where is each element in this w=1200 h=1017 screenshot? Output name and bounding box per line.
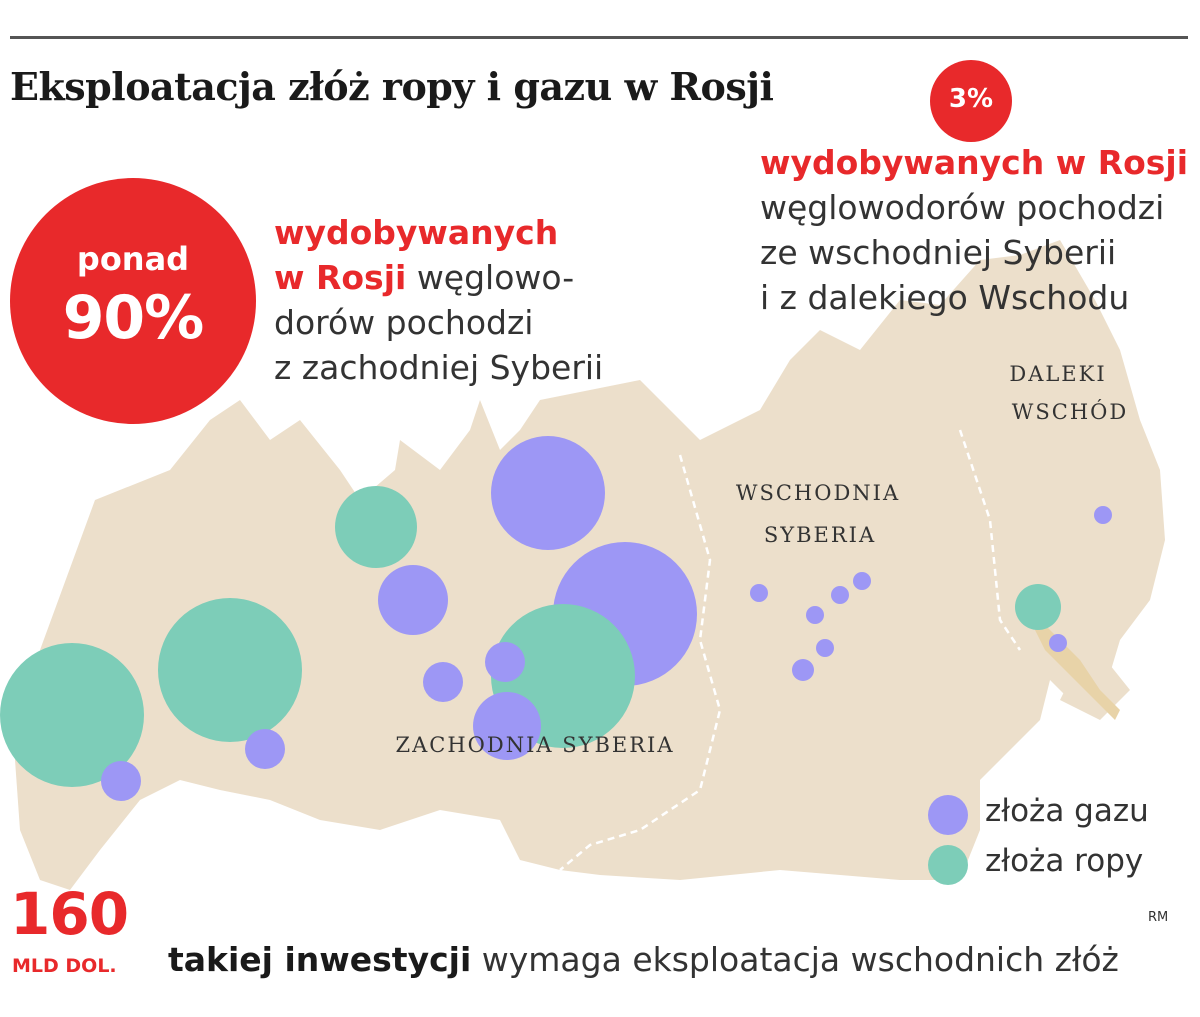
- east-percent-value: 3%: [948, 84, 994, 114]
- gas-deposit: [792, 659, 814, 681]
- legend-oil-swatch: [928, 845, 968, 885]
- investment-caption: takiej inwestycji wymaga eksploatacja ws…: [168, 940, 1119, 979]
- investment-caption-bold: takiej inwestycji: [168, 940, 472, 979]
- border-far-east: [958, 429, 1022, 651]
- investment-unit: MLD DOL.: [12, 955, 117, 977]
- west-callout-text: wydobywanych w Rosji węglowo- dorów poch…: [274, 210, 603, 390]
- gas-deposit: [378, 565, 448, 635]
- west-percent-badge: [10, 178, 256, 424]
- gas-deposit: [1094, 506, 1112, 524]
- oil-deposit: [1015, 584, 1061, 630]
- region-label-wschodnia: WSCHODNIA: [736, 481, 900, 505]
- gas-deposit: [245, 729, 285, 769]
- east-percent-badge: [930, 60, 1012, 142]
- investment-amount: 160: [10, 880, 129, 948]
- border-west-east-siberia: [559, 454, 722, 871]
- west-text-3: z zachodniej Syberii: [274, 348, 604, 387]
- west-text-1: węglowo-: [406, 258, 575, 297]
- oil-deposit: [158, 598, 302, 742]
- region-label-wschod: WSCHÓD: [1012, 399, 1128, 424]
- page-title: Eksploatacja złóż ropy i gazu w Rosji: [10, 64, 774, 109]
- gas-deposit: [101, 761, 141, 801]
- investment-caption-rest: wymaga eksploatacja wschodnich złóż: [471, 940, 1119, 979]
- gas-deposit: [491, 436, 605, 550]
- oil-deposit: [0, 643, 144, 787]
- east-text-2: ze wschodniej Syberii: [760, 233, 1117, 272]
- gas-deposit: [853, 572, 871, 590]
- gas-deposit: [806, 606, 824, 624]
- east-text-3: i z dalekiego Wschodu: [760, 278, 1130, 317]
- gas-deposit: [1049, 634, 1067, 652]
- gas-deposit: [831, 586, 849, 604]
- region-label-zachodnia: ZACHODNIA SYBERIA: [396, 733, 675, 757]
- gas-deposit: [423, 662, 463, 702]
- author-credit: RM: [1148, 910, 1169, 925]
- legend-gas-label: złoża gazu: [985, 793, 1149, 829]
- region-label-daleki: DALEKI: [1009, 362, 1106, 386]
- west-percent-prefix: ponad: [76, 240, 190, 278]
- legend-oil-label: złoża ropy: [985, 843, 1144, 879]
- east-red-text: wydobywanych w Rosji: [760, 143, 1189, 182]
- east-callout-text: wydobywanych w Rosji węglowodorów pochod…: [760, 140, 1188, 320]
- gas-deposit: [750, 584, 768, 602]
- west-red-text-1: wydobywanych: [274, 213, 559, 252]
- west-percent-value: 90%: [62, 283, 205, 353]
- gas-deposit: [473, 692, 541, 760]
- legend-gas-swatch: [928, 795, 968, 835]
- east-text-1: węglowodorów pochodzi: [760, 188, 1165, 227]
- gas-deposit: [485, 642, 525, 682]
- kamchatka-area: [1060, 640, 1130, 720]
- top-rule: [10, 36, 1188, 39]
- west-red-text-2: w Rosji: [274, 258, 407, 297]
- region-label-syberia: SYBERIA: [764, 523, 876, 547]
- west-text-2: dorów pochodzi: [274, 303, 534, 342]
- gas-deposit: [816, 639, 834, 657]
- oil-deposit: [335, 486, 417, 568]
